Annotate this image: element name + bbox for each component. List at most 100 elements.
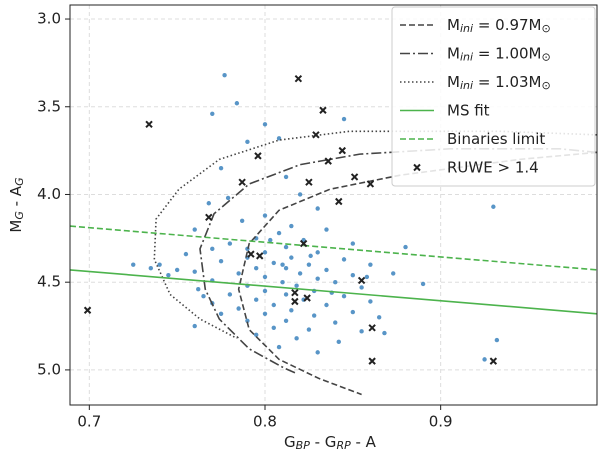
data-point — [245, 139, 250, 145]
y-tick-label: 3.0 — [37, 10, 61, 28]
text-part: M — [447, 44, 460, 62]
data-point — [236, 271, 241, 276]
data-point — [350, 241, 356, 246]
ruwe-marker — [335, 197, 343, 206]
text-part: - A — [7, 185, 25, 211]
ruwe-marker — [299, 239, 308, 248]
data-point — [280, 262, 285, 267]
text-part: - A — [351, 433, 377, 451]
legend-label: MS fit — [447, 101, 490, 119]
ruwe-marker — [303, 294, 311, 302]
data-point — [341, 257, 347, 262]
data-point — [336, 339, 341, 345]
axes-frame — [69, 4, 598, 406]
ruwe-marker — [247, 250, 255, 258]
ruwe-marker — [489, 357, 498, 365]
subscript: BP — [296, 439, 311, 452]
data-point — [192, 323, 197, 329]
data-point — [183, 251, 189, 257]
text-part: - G — [310, 433, 337, 451]
ruwe-marker — [368, 357, 376, 365]
text-part: M — [447, 16, 460, 34]
data-point — [491, 204, 496, 209]
text-part: M — [447, 73, 460, 91]
data-point — [333, 320, 338, 325]
ruwe-marker — [83, 306, 92, 314]
ruwe-marker — [256, 252, 264, 260]
data-point — [294, 336, 299, 341]
data-point — [210, 111, 215, 116]
data-point — [131, 262, 136, 267]
text-part: Binaries limit — [447, 130, 545, 148]
ruwe-marker — [368, 324, 376, 332]
text-part: = 0.97M — [473, 16, 541, 34]
data-point — [227, 292, 233, 297]
y-tick-label: 5.0 — [37, 360, 61, 378]
data-point — [350, 272, 356, 278]
subscript: G — [13, 211, 26, 220]
legend-label: Mini = 1.00M⊙ — [447, 44, 551, 64]
legend-label: Mini = 1.03M⊙ — [447, 73, 551, 93]
data-point — [315, 250, 320, 255]
data-point — [271, 325, 276, 331]
text-part: G — [284, 433, 296, 451]
data-point — [341, 294, 347, 299]
ruwe-marker — [312, 131, 320, 139]
data-point — [283, 244, 289, 250]
legend-label: RUWE > 1.4 — [447, 158, 539, 176]
subscript: ini — [460, 51, 473, 64]
data-point — [268, 237, 273, 243]
x-tick-label: 0.8 — [253, 413, 277, 431]
data-point — [225, 195, 231, 201]
data-point — [262, 250, 268, 255]
data-point — [324, 227, 329, 232]
data-point — [206, 201, 211, 206]
legend-label: Binaries limit — [447, 130, 545, 148]
data-point — [276, 230, 282, 236]
data-point — [315, 350, 320, 355]
data-point — [262, 213, 268, 218]
y-tick-label: 4.0 — [37, 185, 61, 203]
data-point — [482, 357, 487, 362]
text-part: M — [7, 220, 25, 233]
data-point — [271, 260, 276, 266]
ruwe-marker — [338, 146, 346, 155]
data-point — [403, 244, 408, 250]
data-point — [262, 122, 268, 127]
data-point — [324, 267, 329, 273]
data-point — [306, 327, 312, 332]
data-point — [166, 272, 171, 278]
data-point — [315, 276, 320, 281]
data-point — [324, 302, 329, 308]
x-tick-label: 0.7 — [77, 413, 101, 431]
x-axis-label: GBP - GRP - A — [284, 433, 377, 453]
subscript: G — [13, 177, 26, 186]
text-part: MS fit — [447, 101, 490, 119]
data-point — [234, 101, 240, 106]
data-point — [283, 265, 289, 271]
subscript: ⊙ — [542, 51, 551, 64]
data-point — [262, 311, 268, 316]
subscript: ⊙ — [542, 79, 551, 92]
data-point — [271, 302, 276, 308]
data-point — [262, 274, 268, 280]
data-point — [420, 281, 426, 287]
text-part: RUWE > 1.4 — [447, 158, 539, 176]
data-point — [315, 206, 320, 211]
subscript: RP — [336, 439, 351, 452]
data-point — [276, 344, 282, 350]
data-point — [359, 329, 364, 334]
data-point — [294, 283, 299, 288]
data-point — [283, 174, 289, 180]
subscript: ini — [460, 79, 473, 92]
x-tick-label: 0.9 — [429, 413, 453, 431]
data-point — [289, 223, 294, 229]
data-point — [239, 218, 245, 223]
data-point — [311, 313, 317, 318]
ruwe-marker — [238, 178, 246, 186]
data-point — [222, 72, 227, 78]
ruwe-marker — [357, 276, 366, 285]
data-point — [218, 165, 224, 171]
data-point — [174, 267, 180, 273]
ruwe-marker — [324, 157, 332, 165]
